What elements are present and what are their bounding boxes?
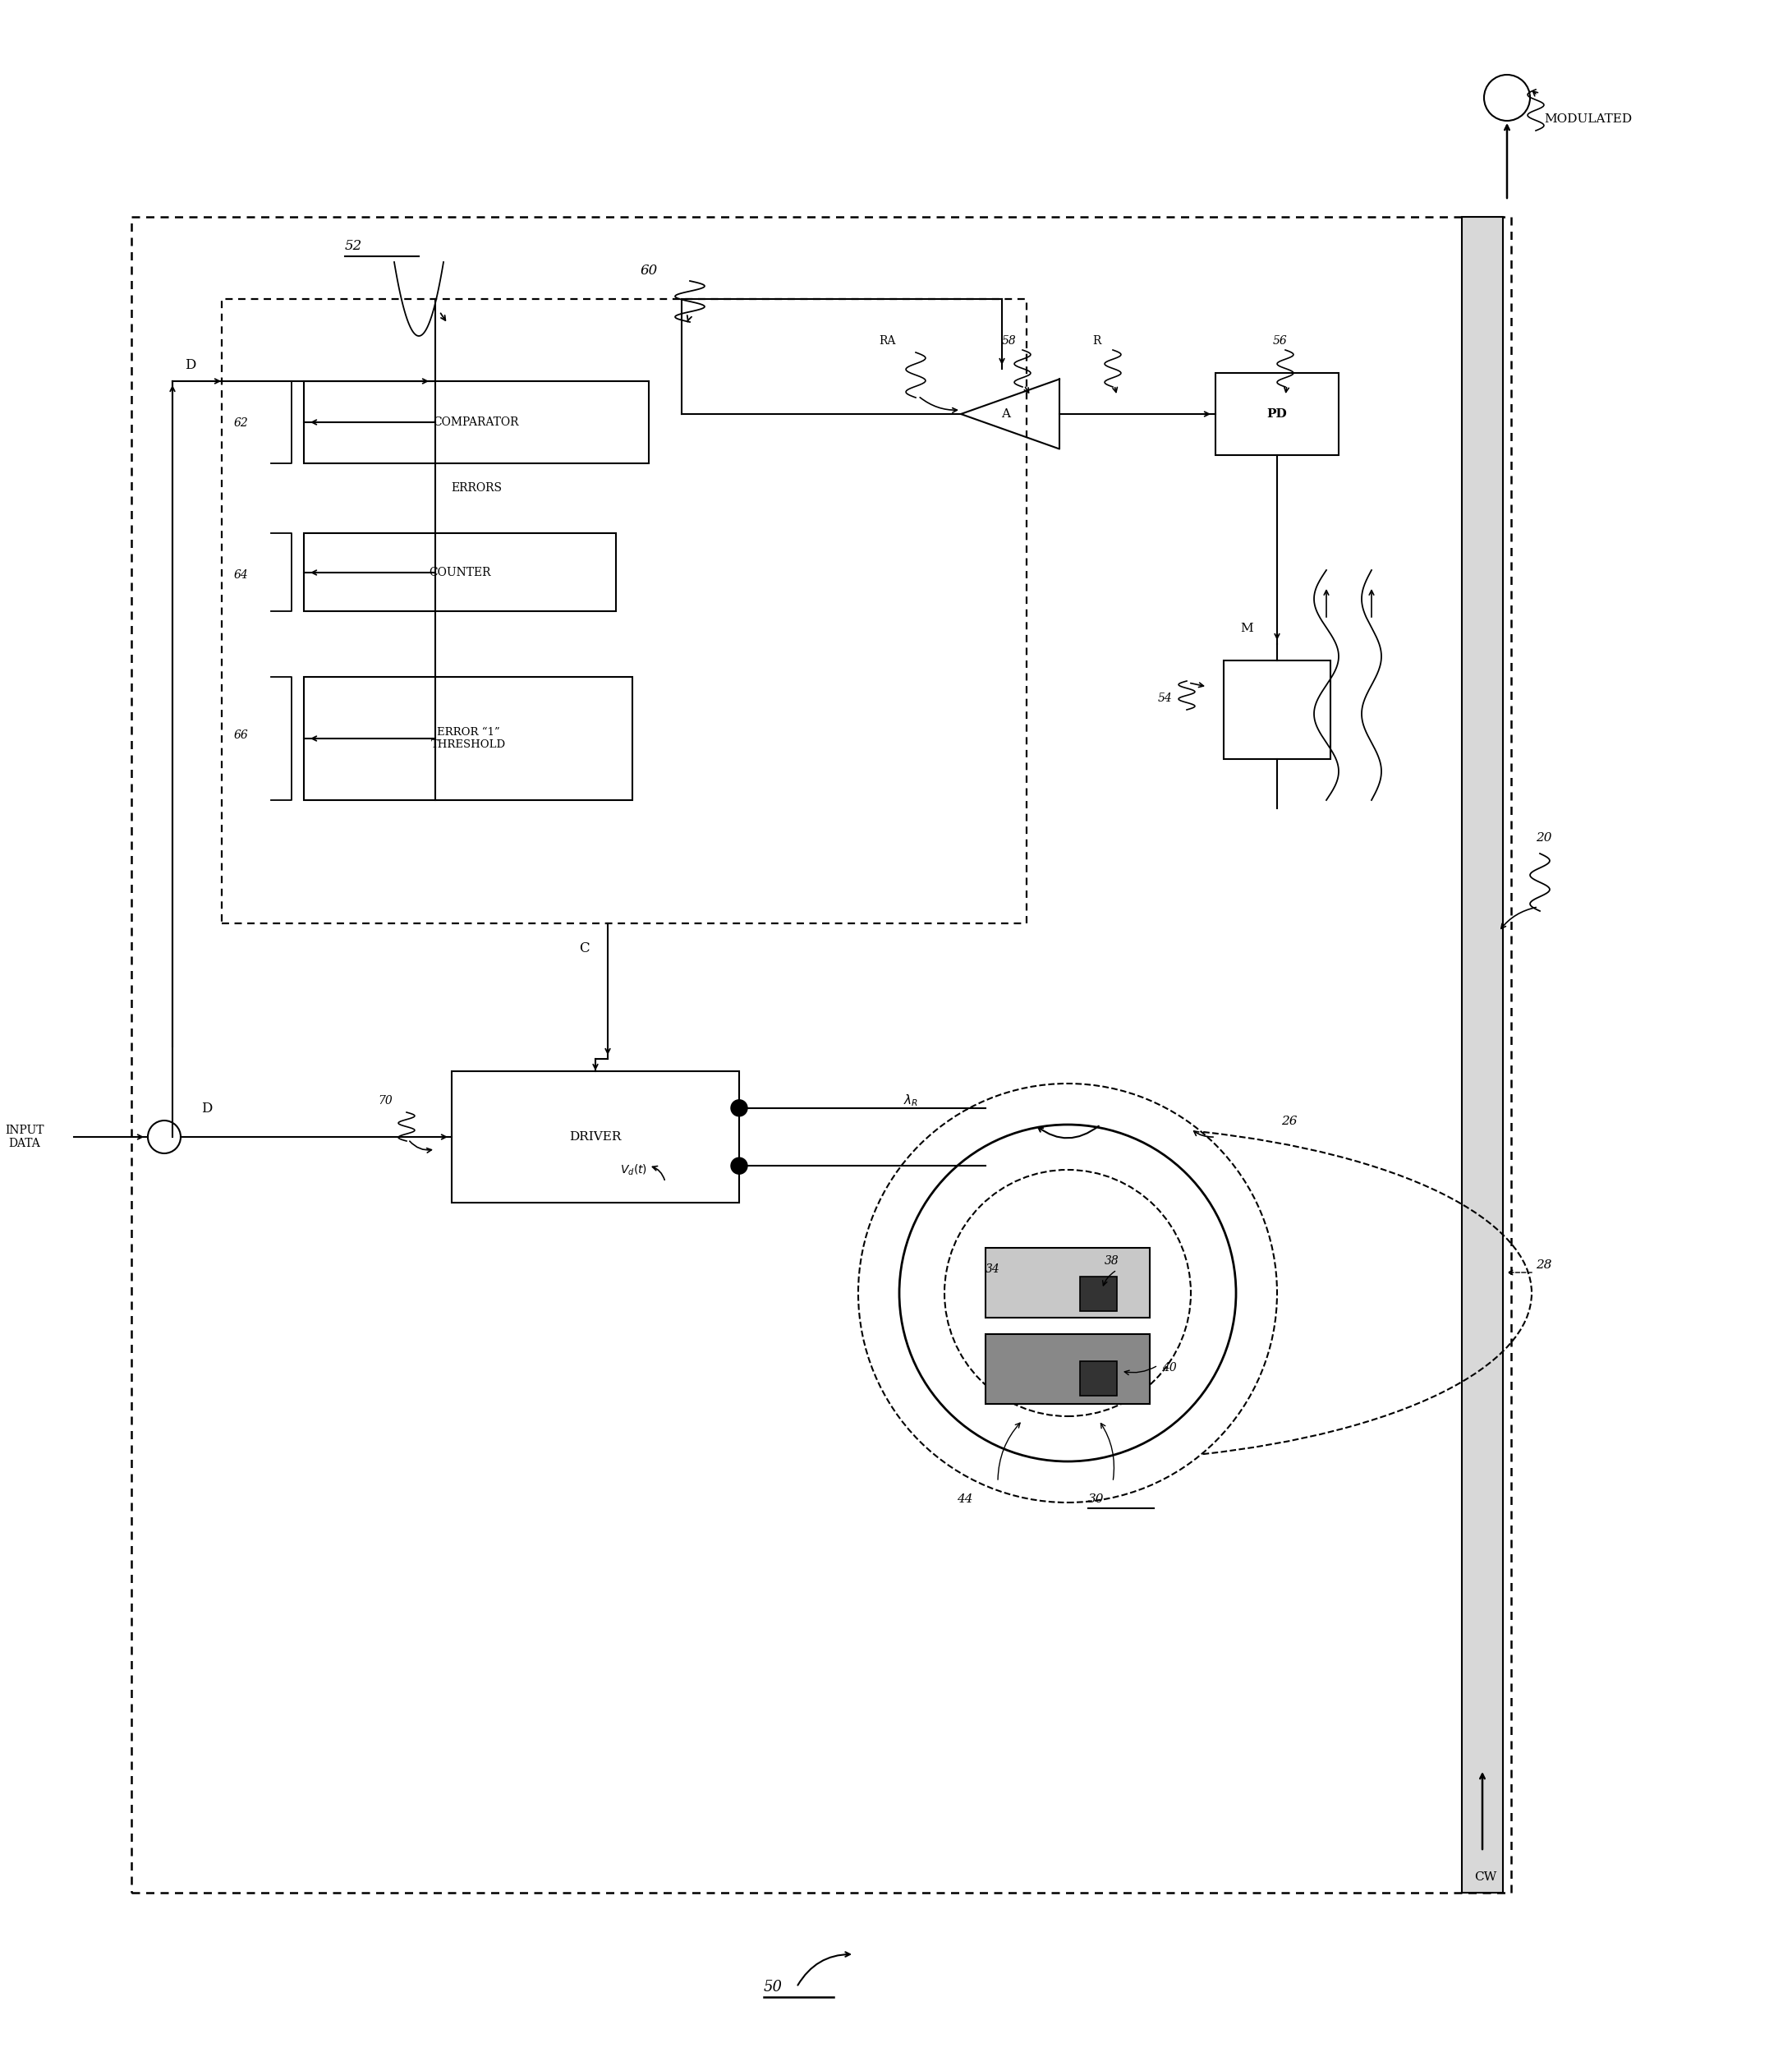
- Text: 70: 70: [378, 1094, 392, 1107]
- Text: 64: 64: [235, 570, 249, 580]
- Text: ERROR “1”
THRESHOLD: ERROR “1” THRESHOLD: [430, 726, 505, 751]
- Text: PD: PD: [1267, 407, 1287, 420]
- Text: 30: 30: [1088, 1493, 1104, 1506]
- Text: 50: 50: [763, 1979, 783, 1995]
- Bar: [452, 1072, 738, 1203]
- Text: 56: 56: [1272, 335, 1287, 348]
- Bar: [986, 1249, 1150, 1319]
- Text: $\lambda_R$: $\lambda_R$: [903, 1092, 918, 1109]
- Bar: [305, 533, 616, 611]
- Text: 66: 66: [235, 730, 249, 741]
- Text: 62: 62: [235, 418, 249, 428]
- Text: M: M: [1240, 623, 1253, 634]
- Text: 20: 20: [1536, 833, 1552, 843]
- Bar: [305, 381, 649, 463]
- Circle shape: [731, 1158, 747, 1175]
- Bar: [1462, 216, 1503, 1892]
- Text: 28: 28: [1536, 1259, 1552, 1271]
- Text: 40: 40: [1161, 1362, 1177, 1374]
- Text: R: R: [1093, 335, 1100, 348]
- Text: 52: 52: [344, 239, 362, 253]
- Bar: [1224, 660, 1330, 759]
- Bar: [305, 677, 633, 800]
- Text: 44: 44: [957, 1493, 973, 1506]
- Text: DRIVER: DRIVER: [570, 1131, 622, 1144]
- Bar: [1081, 1362, 1116, 1397]
- Bar: [222, 298, 1027, 924]
- Text: INPUT
DATA: INPUT DATA: [5, 1125, 45, 1150]
- Bar: [986, 1335, 1150, 1405]
- Text: COUNTER: COUNTER: [428, 568, 491, 578]
- Text: CW: CW: [1475, 1872, 1496, 1882]
- Text: RA: RA: [878, 335, 896, 348]
- Text: 54: 54: [1158, 693, 1172, 703]
- Text: D: D: [185, 358, 195, 372]
- Text: 38: 38: [1104, 1255, 1120, 1267]
- Text: C: C: [579, 942, 590, 954]
- Text: MODULATED: MODULATED: [1545, 113, 1633, 125]
- Bar: [1215, 372, 1339, 455]
- Text: D: D: [201, 1103, 211, 1115]
- Bar: [131, 216, 1511, 1892]
- Circle shape: [731, 1100, 747, 1117]
- Text: 26: 26: [1281, 1115, 1297, 1127]
- Text: ERRORS: ERRORS: [452, 481, 502, 494]
- Text: $V_d(t)$: $V_d(t)$: [620, 1162, 647, 1177]
- Bar: [1081, 1277, 1116, 1310]
- Text: 58: 58: [1002, 335, 1016, 348]
- Text: 34: 34: [986, 1263, 1000, 1275]
- Text: A: A: [1002, 407, 1011, 420]
- Text: COMPARATOR: COMPARATOR: [434, 416, 520, 428]
- Text: 60: 60: [640, 263, 658, 278]
